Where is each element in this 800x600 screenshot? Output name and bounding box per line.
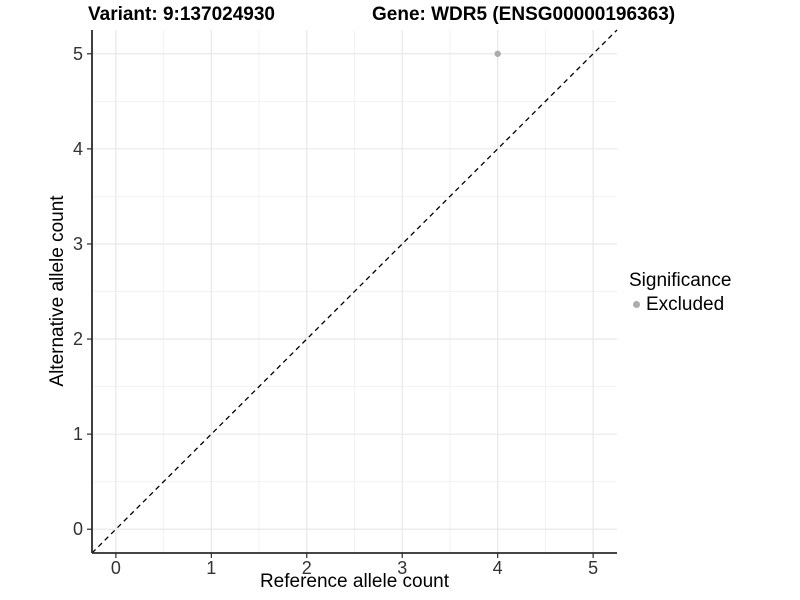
y-tick-label: 3 [73,234,83,254]
y-tick-label: 2 [73,329,83,349]
legend-item-label: Excluded [646,294,725,315]
data-point [494,50,501,57]
x-tick-label: 1 [206,558,216,578]
x-tick-label: 3 [397,558,407,578]
identity-reference-line [91,29,618,554]
x-tick-label: 4 [493,558,503,578]
plot-title-gene: Gene: WDR5 (ENSG00000196363) [372,4,676,25]
y-tick-label: 0 [73,519,83,539]
y-tick-label: 5 [73,44,83,64]
legend: Significance Excluded [629,270,731,315]
y-axis-title: Alternative allele count [47,195,68,387]
plot-title-variant: Variant: 9:137024930 [88,4,275,25]
x-axis-title: Reference allele count [259,571,450,592]
x-tick-label: 0 [111,558,121,578]
legend-item-excluded: Excluded [629,294,731,315]
legend-point-icon [633,301,640,308]
x-tick-label: 5 [588,558,598,578]
y-tick-label: 1 [73,424,83,444]
y-tick-label: 4 [73,139,83,159]
x-tick-label: 2 [302,558,312,578]
legend-title: Significance [629,270,732,291]
